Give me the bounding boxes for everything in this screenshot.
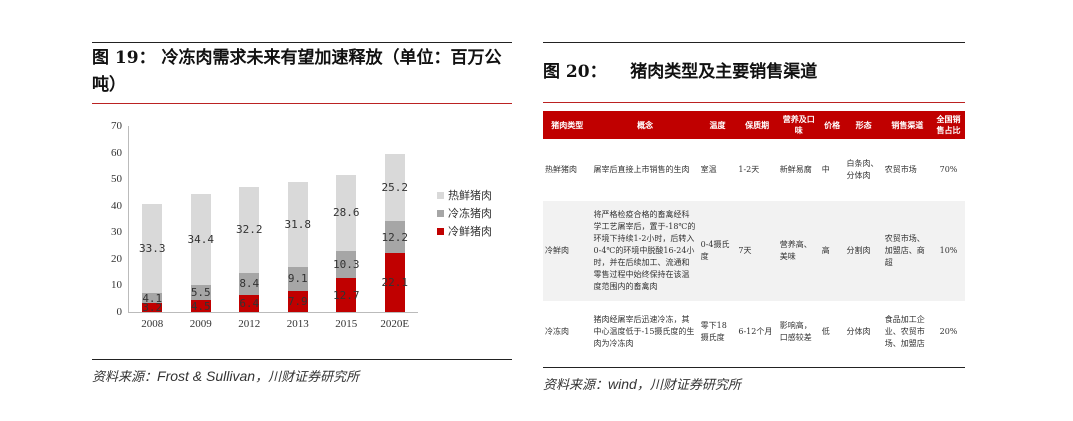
table-cell: 室温 <box>700 165 717 174</box>
stacked-bar-chart: 0 10 20 30 40 50 60 70 热鲜猪肉冷冻猪肉冷鲜猪肉 3.2 4.1 33.3 2… <box>92 114 512 359</box>
y-axis-line <box>128 126 129 312</box>
x-axis-line <box>128 312 418 313</box>
table-cell: 分体肉 <box>846 327 871 336</box>
x-tick-label: 2020E <box>380 318 410 330</box>
bottom-rule <box>543 367 965 368</box>
table-cell: 影响高，口感较差 <box>779 321 812 342</box>
figure-20: 图 20： 猪肉类型及主要销售渠道 猪肉类型 概念 温度 保质期 营养及口味 价格 形态 销售… <box>543 42 965 393</box>
table-cell: 零下18摄氏度 <box>700 321 727 342</box>
pork-types-table: 猪肉类型 概念 温度 保质期 营养及口味 价格 形态 销售渠道 全国销售占比 热鲜猪肉 屠宰后直接… <box>543 111 965 363</box>
bar-segment: 25.2 <box>382 153 408 221</box>
y-tick-label: 60 <box>111 146 122 159</box>
title-rule <box>92 103 512 104</box>
figure-title: 图 20： 猪肉类型及主要销售渠道 <box>543 62 818 82</box>
legend-item: 冷鲜猪肉 <box>437 222 492 240</box>
table-cell: 农贸市场 <box>884 165 917 174</box>
column-header: 营养及口味 <box>777 111 820 139</box>
table-cell: 新鲜易腐 <box>779 165 812 174</box>
table-cell: 70% <box>939 165 958 174</box>
bar-segment: 5.5 <box>190 285 211 301</box>
bar-segment: 12.2 <box>382 220 408 254</box>
legend-item: 冷冻猪肉 <box>437 204 492 222</box>
table-cell: 7天 <box>736 201 778 301</box>
table-cell: 猪肉经屠宰后迅速冷冻，其中心温度低于-15摄氏度的生肉为冷冻肉 <box>593 315 695 348</box>
legend-swatch <box>437 209 444 217</box>
bar-segment: 4.5 <box>190 299 211 313</box>
table-row: 热鲜猪肉 屠宰后直接上市销售的生肉 室温 1-2天 新鲜易腐中 白条肉、分体肉 农贸市场 70… <box>543 139 965 201</box>
table-cell: 6-12个月 <box>738 327 773 336</box>
title-rule <box>543 102 965 103</box>
table-cell: 营养高、美味 <box>777 201 820 301</box>
y-tick-label: 0 <box>116 306 123 318</box>
bar-segment: 12.7 <box>333 278 360 312</box>
figure-title: 图 19： 冷冻肉需求未来有望加速释放（单位：百万公吨） <box>92 48 502 95</box>
legend-item: 热鲜猪肉 <box>437 186 492 204</box>
table-cell: 1-2天 <box>738 165 760 174</box>
table-cell: 10% <box>932 201 965 301</box>
bar-segment: 8.4 <box>239 272 260 295</box>
table-cell: 20% <box>939 327 958 336</box>
bar-segment: 32.2 <box>236 187 263 273</box>
y-tick-label: 30 <box>111 226 122 239</box>
column-header: 价格 <box>819 111 845 139</box>
source-note: 资料来源：wind，川财证券研究所 <box>543 376 741 393</box>
table-cell: 中 <box>821 165 830 174</box>
legend-swatch <box>437 227 444 235</box>
bar-segment: 22.1 <box>382 253 408 312</box>
y-tick-label: 10 <box>111 279 122 292</box>
bar-segment: 28.6 <box>333 174 360 251</box>
bar-segment: 4.1 <box>142 291 163 305</box>
column-header: 全国销售占比 <box>932 111 965 139</box>
table-cell: 热鲜猪肉 <box>545 165 577 174</box>
table-cell: 白条肉、分体肉 <box>846 159 879 180</box>
column-header: 销售渠道 <box>882 111 932 139</box>
table-cell: 高 <box>819 201 845 301</box>
top-rule <box>543 42 965 43</box>
y-tick-label: 70 <box>111 120 122 132</box>
column-header: 形态 <box>844 111 883 139</box>
x-tick-label: 2015 <box>335 318 358 330</box>
table-cell: 低 <box>821 327 830 336</box>
column-header: 温度 <box>698 111 737 139</box>
column-header: 保质期 <box>736 111 778 139</box>
bar-segment: 34.4 <box>188 194 214 286</box>
bar-segment: 7.9 <box>287 291 308 312</box>
table-cell: 冷冻肉 <box>545 327 569 336</box>
x-tick-label: 2013 <box>286 318 309 330</box>
x-tick-label: 2009 <box>189 318 212 330</box>
top-rule <box>92 42 512 43</box>
table-cell: 农贸市场、加盟店、商超 <box>882 201 932 301</box>
bar-segment: 10.3 <box>333 250 360 279</box>
table-row: 冷冻肉 猪肉经屠宰后迅速冷冻，其中心温度低于-15摄氏度的生肉为冷冻肉 零下18摄氏… <box>543 301 965 363</box>
legend-swatch <box>437 191 444 199</box>
legend-label: 冷冻猪肉 <box>448 207 492 220</box>
bar-segment: 33.3 <box>139 204 166 293</box>
table-cell: 冷鲜肉 <box>543 201 592 301</box>
legend-label: 冷鲜猪肉 <box>448 225 492 238</box>
chart-legend: 热鲜猪肉冷冻猪肉冷鲜猪肉 <box>437 186 492 240</box>
x-tick-label: 2012 <box>238 318 261 330</box>
bottom-rule <box>92 359 512 360</box>
y-tick-label: 40 <box>111 199 122 212</box>
bar-segment: 31.8 <box>285 182 311 267</box>
figure-19: 图 19： 冷冻肉需求未来有望加速释放（单位：百万公吨） 0 10 20 30 40 50… <box>92 42 512 385</box>
bar-segment: 9.1 <box>287 266 308 291</box>
legend-label: 热鲜猪肉 <box>448 189 492 202</box>
column-header: 猪肉类型 <box>543 111 592 139</box>
table-cell: 食品加工企业、农贸市场、加盟店 <box>884 315 925 348</box>
table-cell: 将严格检疫合格的畜禽经科学工艺屠宰后，置于-18℃的环境下持续1-2小时，后转入… <box>591 201 699 301</box>
y-tick-label: 50 <box>111 173 122 186</box>
table-cell: 屠宰后直接上市销售的生肉 <box>593 165 690 174</box>
bar-segment: 6.4 <box>239 294 260 312</box>
table-cell: 0-4摄氏度 <box>698 201 737 301</box>
table-cell: 分割肉 <box>844 201 883 301</box>
y-tick-label: 20 <box>111 252 122 265</box>
source-note: 资料来源：Frost & Sullivan，川财证券研究所 <box>92 368 360 385</box>
table-row: 冷鲜肉 将严格检疫合格的畜禽经科学工艺屠宰后，置于-18℃的环境下持续1-2小时，… <box>543 201 965 301</box>
x-tick-label: 2008 <box>141 318 164 330</box>
column-header: 概念 <box>591 111 699 139</box>
table-header-row: 猪肉类型 概念 温度 保质期 营养及口味 价格 形态 销售渠道 全国销售占比 <box>543 111 965 139</box>
bar-segment: 3.2 <box>142 301 163 315</box>
